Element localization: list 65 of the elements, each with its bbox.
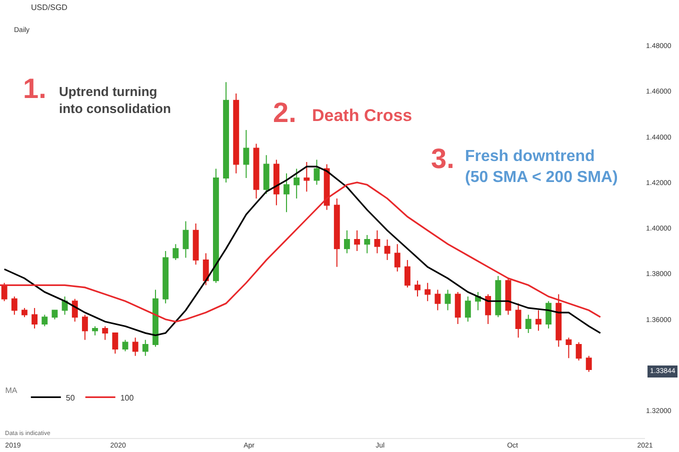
- candlestick: [172, 244, 179, 261]
- candlestick: [1, 282, 8, 302]
- candlestick: [212, 168, 219, 284]
- chart-title: USD/SGD: [31, 3, 68, 12]
- candlestick: [263, 154, 270, 194]
- candlestick: [273, 159, 280, 206]
- candlestick: [525, 314, 532, 334]
- candlestick: [424, 282, 431, 302]
- candlestick: [394, 244, 400, 272]
- candlestick: [112, 332, 118, 354]
- candlestick: [404, 260, 410, 288]
- candlestick: [192, 223, 199, 266]
- annotation: 3.: [431, 143, 454, 174]
- candlestick: [535, 310, 542, 332]
- legend-title: MA: [5, 386, 18, 396]
- candlestick: [515, 302, 522, 338]
- candlestick: [22, 307, 28, 318]
- candlestick: [253, 143, 260, 199]
- candlestick: [32, 307, 38, 329]
- candlestick: [374, 230, 380, 254]
- candlestick: [182, 220, 189, 258]
- candlestick: [42, 314, 48, 327]
- candlestick: [434, 289, 441, 311]
- candlestick: [122, 339, 128, 352]
- candlestick: [344, 230, 350, 254]
- candlestick: [92, 326, 98, 336]
- candlestick: [384, 239, 390, 261]
- candlestick: [454, 292, 461, 324]
- candlestick: [444, 289, 451, 311]
- candlestick: [556, 294, 562, 348]
- candlestick: [243, 130, 250, 178]
- annotation: Death Cross: [312, 106, 412, 125]
- candlestick: [11, 296, 18, 316]
- legend-label: 50: [66, 393, 76, 402]
- candlestick: [62, 296, 68, 316]
- candlestick: [586, 355, 592, 372]
- candlestick: [152, 289, 158, 348]
- annotation: Fresh downtrend (50 SMA < 200 SMA): [465, 148, 618, 186]
- candlestick: [223, 82, 230, 183]
- candlestick: [52, 310, 58, 320]
- candlestick: [162, 250, 169, 304]
- candlestick: [142, 339, 148, 356]
- annotation: Uptrend turning into consolidation: [59, 84, 171, 116]
- candlestick: [132, 337, 138, 356]
- candlestick: [566, 337, 572, 359]
- candlestick: [546, 300, 552, 329]
- candlestick: [82, 314, 88, 340]
- candlestick: [102, 326, 108, 340]
- legend-label: 100: [120, 393, 134, 402]
- candlestick: [284, 172, 290, 213]
- candlestick: [314, 159, 320, 186]
- candlestick: [294, 168, 300, 199]
- annotation: 2.: [273, 97, 296, 128]
- candlestick: [233, 93, 240, 174]
- candlestick: [495, 276, 502, 318]
- annotation: 1.: [23, 73, 46, 104]
- candlestick: [414, 280, 420, 298]
- candlestick: [364, 234, 370, 254]
- candlestick: [304, 161, 310, 192]
- candlestick: [485, 294, 492, 324]
- candlestick: [354, 230, 360, 252]
- candlestick: [202, 252, 209, 286]
- candlestick: [464, 296, 471, 322]
- candlestick: [576, 342, 582, 361]
- candlestick: [334, 198, 340, 268]
